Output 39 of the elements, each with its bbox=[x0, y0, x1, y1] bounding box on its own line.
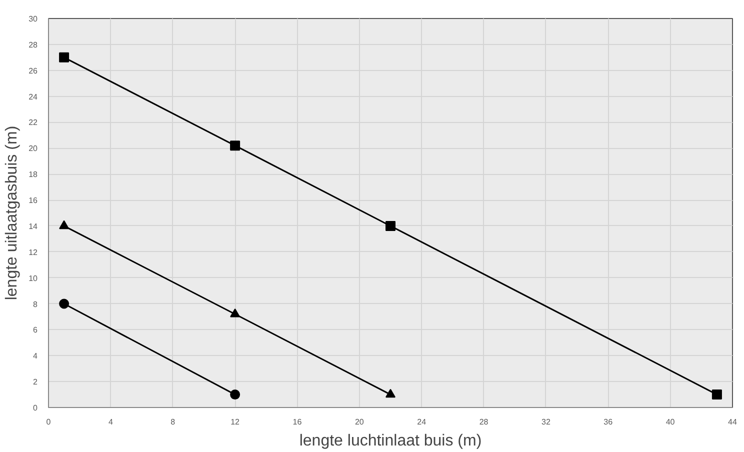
y-tick-label: 12 bbox=[28, 248, 38, 257]
point bbox=[59, 52, 70, 62]
y-tick-label: 4 bbox=[33, 352, 38, 361]
x-tick-label: 0 bbox=[46, 418, 52, 426]
y-tick-label: 18 bbox=[28, 170, 38, 180]
x-tick-label: 24 bbox=[417, 418, 427, 426]
y-tick-label: 0 bbox=[33, 404, 38, 412]
x-tick-label: 32 bbox=[542, 418, 551, 426]
x-tick-label: 12 bbox=[230, 418, 240, 426]
y-tick-label: 30 bbox=[28, 14, 38, 24]
x-tick-label: 4 bbox=[108, 418, 114, 426]
y-tick-label: 22 bbox=[28, 118, 38, 128]
x-tick-label: 20 bbox=[354, 418, 364, 426]
x-tick-label: 16 bbox=[292, 418, 302, 426]
point bbox=[386, 220, 396, 231]
x-tick-label: 28 bbox=[479, 418, 489, 426]
point bbox=[230, 140, 240, 151]
y-tick-label: 24 bbox=[28, 92, 38, 102]
point bbox=[386, 388, 396, 398]
y-tick-label: 16 bbox=[28, 196, 38, 206]
y-tick-label: 28 bbox=[28, 40, 38, 50]
y-tick-label: 26 bbox=[28, 66, 38, 76]
y-tick-label: 2 bbox=[33, 378, 38, 387]
y-tick-label: 6 bbox=[33, 326, 38, 335]
x-tick-label: 44 bbox=[728, 418, 738, 426]
y-tick-label: 20 bbox=[28, 144, 38, 154]
point bbox=[230, 308, 240, 318]
x-tick-label: 40 bbox=[666, 418, 676, 426]
x-tick-label: 8 bbox=[170, 418, 176, 426]
point bbox=[712, 390, 722, 400]
y-tick-label: 10 bbox=[28, 274, 38, 283]
y-tick-label: 14 bbox=[28, 222, 38, 231]
x-axis-title: lengte luchtinlaat buis (m) bbox=[299, 432, 482, 450]
x-tick-label: 36 bbox=[604, 418, 614, 426]
y-axis-title: lengte uitlaatgasbuis (m) bbox=[4, 126, 21, 300]
point bbox=[230, 390, 240, 400]
point bbox=[59, 298, 70, 309]
point bbox=[59, 220, 70, 230]
y-tick-label: 8 bbox=[33, 300, 38, 309]
